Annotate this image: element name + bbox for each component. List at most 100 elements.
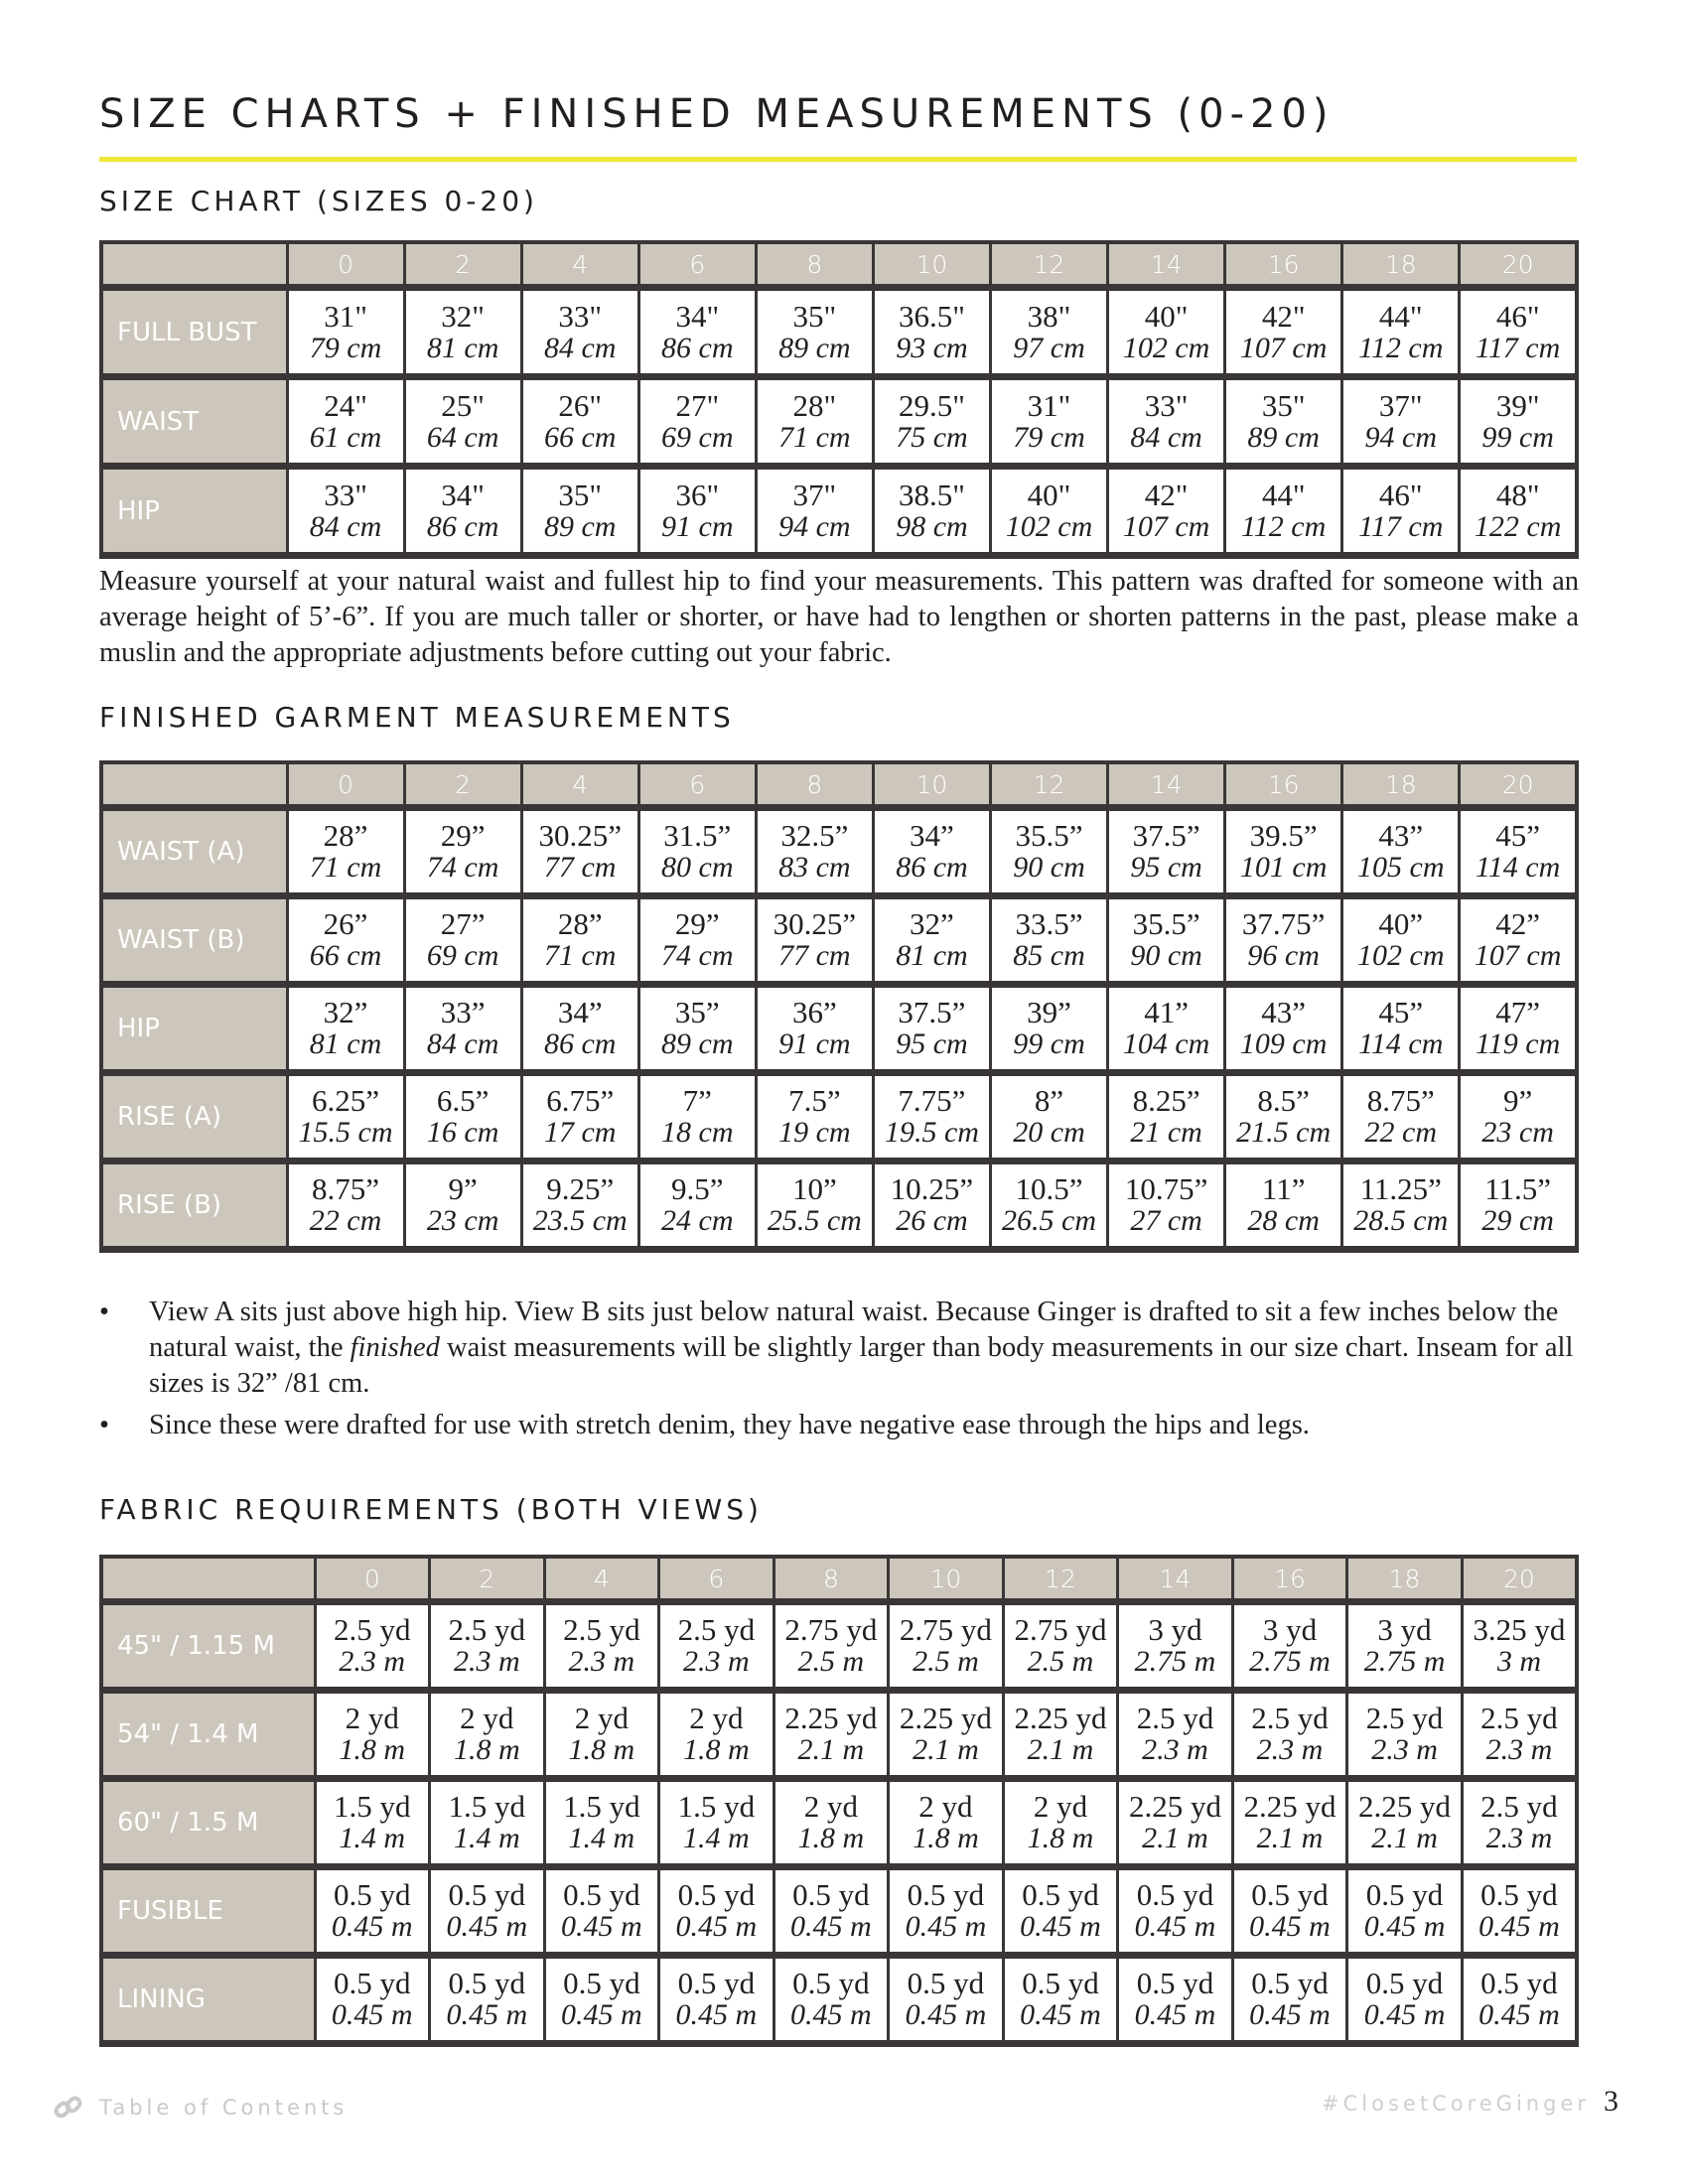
imperial-value: 32" [441,298,485,334]
metric-value: 18 cm [661,1116,734,1149]
metric-value: 102 cm [1005,509,1093,543]
metric-value: 21.5 cm [1236,1116,1332,1149]
measurement-cell: 0.5 yd 0.45 m [772,1865,891,1957]
hashtag: #ClosetCoreGinger [1322,2092,1590,2116]
size-header: 14 [1106,240,1227,291]
measurement-cell: 33" 84 cm [1106,375,1227,468]
imperial-value: 28” [323,818,368,853]
measurement-cell: 8.75” 22 cm [285,1160,406,1251]
metric-value: 80 cm [661,851,734,884]
measurement-cell: 37" 94 cm [754,465,875,557]
imperial-value: 29” [440,818,486,853]
measurement-cell: 33" 84 cm [519,286,640,378]
metric-value: 2.3 m [1142,1733,1208,1766]
metric-value: 79 cm [1013,420,1085,454]
measurement-cell: 0.5 yd 0.45 m [1345,1865,1464,1957]
metric-value: 81 cm [896,939,968,972]
imperial-value: 0.5 yd [677,1966,756,2000]
imperial-value: 26” [323,906,368,941]
imperial-value: 43” [1378,818,1424,853]
size-header: 16 [1223,760,1344,811]
size-header: 4 [542,1555,661,1605]
metric-value: 1.8 m [339,1733,406,1766]
metric-value: 2.3 m [453,1645,520,1678]
metric-value: 2.3 m [683,1645,750,1678]
note-item: Since these were drafted for use with st… [99,1408,1579,1443]
page-number: 3 [1604,2085,1618,2117]
imperial-value: 39" [1495,387,1540,423]
imperial-value: 3 yd [1262,1612,1318,1647]
table-row: RISE (A) 6.25” 15.5 cm 6.5” 16 cm 6.75” 17 cm 7… [99,1071,1579,1162]
size-header: 18 [1340,240,1462,291]
imperial-value: 0.5 yd [563,1877,640,1912]
measurement-cell: 40" 102 cm [988,465,1110,557]
note-text: waist measurements will be slightly larg… [149,1332,1574,1399]
metric-value: 90 cm [1013,851,1085,884]
measurement-cell: 0.5 yd 0.45 m [887,1865,1005,1957]
metric-value: 2.1 m [1371,1822,1438,1854]
toc-label[interactable]: Table of Contents [99,2096,349,2119]
table-of-contents-link[interactable]: Table of Contents [52,2091,348,2124]
imperial-value: 0.5 yd [907,1877,985,1912]
imperial-value: 0.5 yd [1251,1877,1329,1912]
measurement-cell: 2.5 yd 2.3 m [1345,1689,1464,1780]
imperial-value: 0.5 yd [563,1966,640,2000]
size-header: 2 [428,1555,546,1605]
imperial-value: 9.25” [546,1171,615,1206]
metric-value: 0.45 m [790,1998,872,2031]
imperial-value: 38" [1027,298,1071,334]
metric-value: 107 cm [1239,331,1328,364]
metric-value: 0.45 m [905,1910,987,1943]
metric-value: 1.4 m [683,1822,750,1854]
imperial-value: 32” [910,906,954,941]
size-header: 20 [1460,1555,1579,1605]
metric-value: 89 cm [661,1027,734,1060]
measurement-cell: 7.5” 19 cm [754,1071,875,1162]
measurement-cell: 45” 114 cm [1340,983,1462,1074]
size-header: 0 [285,760,406,811]
metric-value: 71 cm [543,939,617,972]
measurement-cell: 35" 89 cm [519,465,640,557]
metric-value: 95 cm [896,1027,968,1060]
measurement-cell: 11.5” 29 cm [1458,1160,1579,1251]
measurement-cell: 28” 71 cm [519,894,640,986]
measurement-cell: 34" 86 cm [402,465,523,557]
imperial-value: 34" [441,477,485,512]
imperial-value: 3 yd [1377,1612,1432,1647]
size-header: 20 [1458,240,1579,291]
size-header: 14 [1106,760,1227,811]
metric-value: 101 cm [1239,851,1328,884]
measurement-cell: 45” 114 cm [1458,806,1579,897]
imperial-value: 0.5 yd [1480,1877,1558,1912]
row-label: HIP [99,465,289,557]
measurement-cell: 2 yd 1.8 m [313,1689,432,1780]
metric-value: 0.45 m [560,1998,642,2031]
metric-value: 0.45 m [331,1910,413,1943]
metric-value: 0.45 m [1363,1910,1446,1943]
imperial-value: 11.25” [1359,1171,1442,1206]
metric-value: 75 cm [896,420,968,454]
metric-value: 1.4 m [339,1822,406,1854]
row-label: LINING [99,1954,317,2045]
metric-value: 71 cm [309,851,382,884]
imperial-value: 1.5 yd [448,1789,526,1824]
measurement-cell: 0.5 yd 0.45 m [1230,1865,1349,1957]
measurement-cell: 0.5 yd 0.45 m [1001,1954,1120,2045]
metric-value: 77 cm [543,851,617,884]
metric-value: 93 cm [896,331,968,364]
metric-value: 0.45 m [446,1910,528,1943]
measurement-cell: 28" 71 cm [754,375,875,468]
imperial-value: 8.25” [1132,1083,1200,1118]
metric-value: 66 cm [543,420,617,454]
table-row: HIP 33" 84 cm 34" 86 cm 35" 89 cm 36" 91 cm 37" 94… [99,465,1579,557]
finished-measurements-heading: FINISHED GARMENT MEASUREMENTS [99,701,735,734]
imperial-value: 7” [682,1083,712,1118]
imperial-value: 0.5 yd [448,1877,526,1912]
metric-value: 21 cm [1130,1116,1202,1149]
metric-value: 29 cm [1481,1204,1554,1237]
imperial-value: 2.5 yd [1480,1789,1558,1824]
metric-value: 104 cm [1122,1027,1210,1060]
imperial-value: 2 yd [1033,1789,1088,1824]
imperial-value: 47” [1495,995,1541,1029]
header-row: 0 2 4 6 8 10 12 14 16 18 20 [99,1555,1579,1605]
